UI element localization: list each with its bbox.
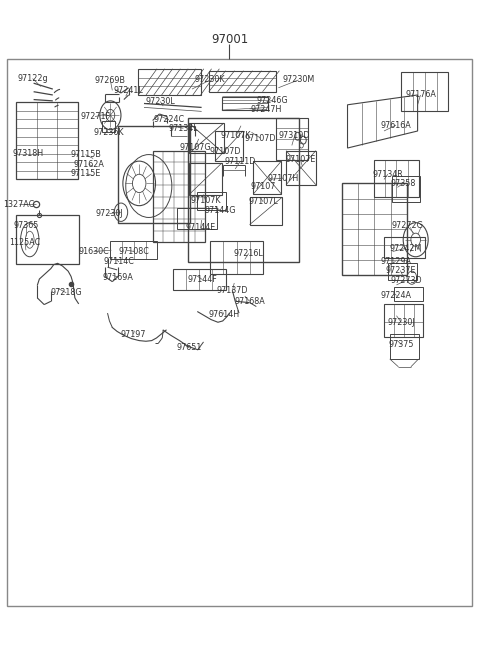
Bar (384, 304, 423, 337)
Bar (286, 151, 316, 185)
Bar (392, 176, 420, 202)
Bar (394, 287, 423, 301)
Text: 97241L: 97241L (114, 86, 144, 95)
Text: 97273D: 97273D (390, 276, 422, 285)
Text: 97144F: 97144F (188, 275, 217, 284)
Text: 97230K: 97230K (195, 75, 226, 84)
Text: 97247H: 97247H (251, 105, 282, 114)
Bar (7, 59, 472, 606)
Text: 1125AC: 1125AC (9, 238, 41, 247)
Text: 97230J: 97230J (387, 318, 415, 327)
Text: 97144E: 97144E (185, 223, 216, 233)
Bar (102, 121, 115, 132)
Text: 91630C: 91630C (78, 247, 109, 256)
Text: 97230L: 97230L (145, 97, 175, 106)
Text: 97237E: 97237E (385, 266, 416, 275)
Text: 97230J: 97230J (96, 209, 123, 218)
Text: 97001: 97001 (211, 33, 248, 46)
Text: 97134L: 97134L (168, 124, 198, 133)
Text: 97107H: 97107H (267, 174, 299, 183)
Text: 97115B: 97115B (70, 150, 101, 159)
Bar (210, 241, 263, 274)
Bar (401, 72, 448, 111)
Text: 97242M: 97242M (390, 244, 422, 253)
Bar (390, 334, 419, 359)
Bar (189, 163, 222, 195)
Bar (374, 160, 419, 196)
Text: 97375: 97375 (388, 340, 414, 349)
Text: 97365: 97365 (13, 221, 38, 231)
Text: 97651: 97651 (177, 343, 202, 352)
Text: 97107E: 97107E (285, 155, 316, 164)
Text: 97114C: 97114C (104, 257, 134, 267)
Text: 97269B: 97269B (95, 76, 126, 85)
Text: 97107G: 97107G (179, 143, 211, 152)
Text: 97108C: 97108C (119, 247, 150, 256)
Text: 97115E: 97115E (71, 169, 101, 178)
Bar (197, 192, 226, 210)
Text: 97216L: 97216L (234, 249, 264, 258)
Text: 97137D: 97137D (216, 286, 248, 295)
Text: 97176A: 97176A (405, 90, 436, 100)
Text: 97111D: 97111D (224, 157, 256, 166)
Text: 97144G: 97144G (204, 206, 236, 215)
Bar (209, 71, 276, 92)
Text: 1327AC: 1327AC (3, 200, 35, 209)
Bar (153, 151, 205, 242)
Bar (118, 126, 190, 223)
Bar (189, 123, 224, 153)
Text: 97271F: 97271F (80, 112, 110, 121)
Text: 97168A: 97168A (234, 297, 265, 306)
Text: 97272G: 97272G (391, 221, 423, 231)
Text: 97224A: 97224A (381, 291, 412, 300)
Text: 97614H: 97614H (208, 310, 239, 319)
Text: 97107: 97107 (251, 182, 276, 191)
Bar (276, 118, 308, 160)
Text: 97318H: 97318H (12, 149, 43, 158)
Bar (188, 118, 299, 262)
Bar (388, 263, 417, 280)
Bar (342, 183, 407, 275)
Bar (16, 102, 78, 179)
Text: 97162A: 97162A (73, 160, 104, 169)
Text: 97230M: 97230M (282, 75, 315, 84)
Text: 97107D: 97107D (210, 147, 241, 157)
Bar (110, 241, 157, 259)
Text: 97218G: 97218G (50, 288, 82, 297)
Text: 97122g: 97122g (17, 74, 48, 83)
Text: 97246G: 97246G (257, 96, 288, 105)
Text: 97197: 97197 (120, 329, 146, 339)
Text: 97236K: 97236K (93, 128, 124, 138)
Text: 97107D: 97107D (245, 134, 276, 143)
Text: 97107L: 97107L (248, 197, 278, 206)
Bar (250, 197, 282, 225)
Bar (215, 131, 243, 161)
Bar (222, 97, 268, 110)
Bar (177, 208, 217, 229)
Text: 97358: 97358 (391, 179, 416, 188)
Text: 97319D: 97319D (279, 131, 311, 140)
Bar (384, 237, 425, 258)
Text: 97616A: 97616A (381, 121, 411, 130)
Bar (138, 69, 201, 95)
Text: 97107K: 97107K (190, 196, 221, 205)
Text: 97224C: 97224C (154, 115, 184, 124)
Bar (173, 269, 226, 290)
Bar (253, 161, 281, 194)
Bar (16, 215, 79, 264)
Text: 97169A: 97169A (103, 272, 133, 282)
Text: 97129A: 97129A (380, 257, 411, 266)
Text: 97107K: 97107K (221, 131, 252, 140)
Text: 97134R: 97134R (372, 170, 403, 179)
